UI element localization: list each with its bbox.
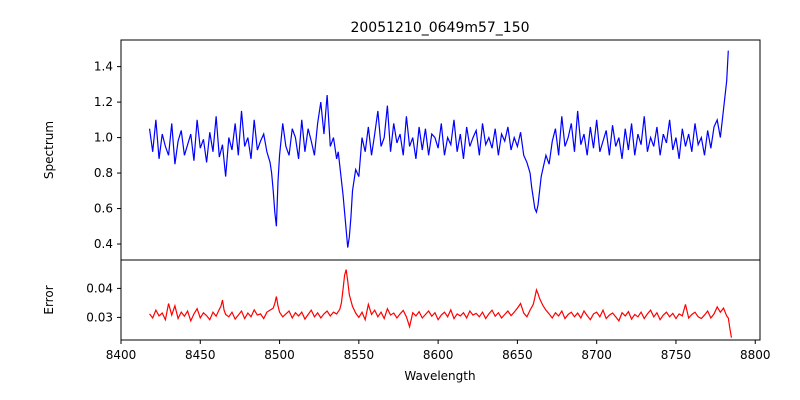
x-axis-label: Wavelength xyxy=(404,369,475,383)
x-tick-label: 8400 xyxy=(106,348,137,362)
spectrum-y-tick-label: 1.4 xyxy=(94,60,113,74)
error-y-axis-label: Error xyxy=(42,285,56,314)
spectrum-panel: 0.4 0.6 0.8 1.0 1.2 1.4 Spectrum xyxy=(42,39,761,261)
spectrum-y-axis-label: Spectrum xyxy=(42,121,56,179)
x-axis-ticks: 8400 8450 8500 8550 8600 8650 8700 8750 8800 xyxy=(106,340,771,362)
error-y-tick-label: 0.03 xyxy=(86,310,113,324)
error-series-line xyxy=(149,269,733,338)
spectrum-series-line xyxy=(148,50,729,248)
chart-title: 20051210_0649m57_150 xyxy=(350,20,529,36)
x-tick-label: 8700 xyxy=(581,348,612,362)
x-tick-label: 8600 xyxy=(423,348,454,362)
x-tick-label: 8450 xyxy=(185,348,216,362)
error-y-ticks: 0.03 0.04 xyxy=(86,281,121,324)
spectrum-y-tick-label: 0.8 xyxy=(94,166,113,180)
x-tick-label: 8800 xyxy=(740,348,771,362)
x-tick-label: 8750 xyxy=(661,348,692,362)
spectrum-y-tick-label: 1.0 xyxy=(94,131,113,145)
error-y-tick-label: 0.04 xyxy=(86,281,113,295)
error-panel: 0.03 0.04 Error xyxy=(42,259,761,341)
spectrum-axes-frame xyxy=(120,39,761,261)
spectrum-y-tick-label: 0.4 xyxy=(94,237,113,251)
spectrum-y-tick-label: 0.6 xyxy=(94,202,113,216)
error-axes-frame xyxy=(120,259,761,341)
x-tick-label: 8650 xyxy=(502,348,533,362)
x-tick-label: 8500 xyxy=(264,348,295,362)
x-tick-label: 8550 xyxy=(344,348,375,362)
spectrum-y-ticks: 0.4 0.6 0.8 1.0 1.2 1.4 xyxy=(94,60,121,251)
spectrum-y-tick-label: 1.2 xyxy=(94,95,113,109)
